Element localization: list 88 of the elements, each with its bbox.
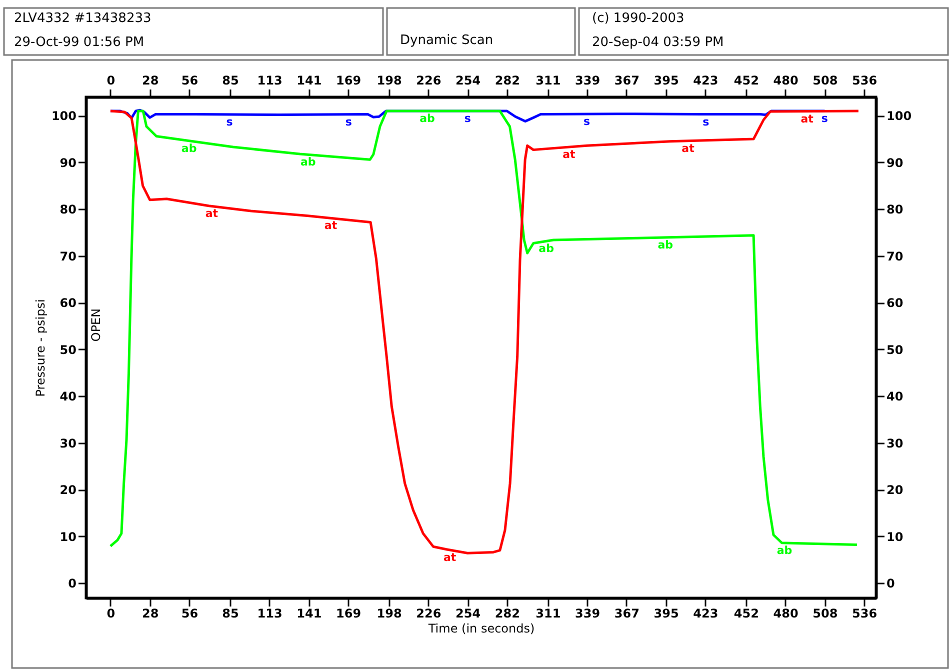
x-tick-label: 339: [575, 606, 600, 620]
x2-tick-label: 85: [222, 74, 239, 88]
text: at: [324, 219, 338, 232]
text: ab: [420, 112, 435, 126]
x-tick-label: 480: [773, 606, 798, 620]
y-tick-label: 90: [60, 156, 76, 170]
x2-tick-label: 28: [142, 74, 159, 88]
x2-tick-label: 367: [614, 74, 640, 88]
y-tick-label: 30: [60, 436, 76, 450]
x2-tick-label: 423: [693, 74, 718, 88]
x2-tick-label: 311: [536, 74, 561, 88]
y2-tick-label: 20: [886, 483, 904, 498]
x-axis-title: Time (in seconds): [427, 622, 535, 636]
x2-tick-label: 226: [416, 74, 442, 88]
y2-tick-label: 0: [886, 576, 895, 591]
text: Dynamic Scan: [400, 33, 494, 48]
x2-tick-label: 480: [773, 74, 798, 88]
y-tick-label: 100: [51, 109, 76, 124]
text: at: [682, 142, 694, 155]
text: s: [702, 115, 710, 128]
y-tick-label: 10: [60, 530, 76, 544]
text: at: [205, 207, 218, 220]
x2-tick-label: 508: [812, 74, 838, 88]
y-tick-label: 50: [60, 342, 76, 357]
text: s: [464, 112, 471, 126]
x2-tick-label: 141: [296, 74, 322, 88]
text: 20-Sep-04 03:59 PM: [592, 35, 724, 50]
chart-subtitle: 29-Oct-99 01:56 PM: [14, 35, 144, 50]
x2-tick-label: 169: [336, 74, 362, 88]
x-tick-label: 395: [654, 606, 679, 620]
y-tick-label: 0: [68, 576, 76, 591]
y2-tick-label: 50: [886, 342, 904, 357]
x-tick-label: 0: [106, 606, 116, 620]
y2-tick-label: 40: [886, 390, 904, 404]
x-tick-label: 198: [376, 606, 402, 620]
text: s: [821, 112, 828, 126]
y2-tick-label: 90: [886, 156, 904, 170]
y2-tick-label: 100: [886, 109, 912, 124]
text: ab: [776, 544, 792, 557]
text: s: [226, 115, 233, 128]
y-tick-label: 60: [60, 296, 76, 310]
text: ab: [300, 156, 316, 169]
annotation: OPEN: [89, 308, 103, 342]
x-tick-label: 452: [734, 606, 759, 620]
x-tick-label: 56: [181, 606, 198, 620]
y2-tick-label: 70: [886, 249, 904, 264]
x-tick-label: 28: [142, 606, 159, 620]
x2-tick-label: 56: [181, 74, 198, 88]
y-axis-title: Pressure - psipsi: [33, 299, 48, 397]
series-label: ab: [181, 142, 197, 155]
text: ab: [658, 238, 674, 252]
text: at: [562, 148, 576, 162]
x2-tick-label: 282: [494, 74, 520, 88]
y-tick-label: 70: [60, 249, 76, 264]
y2-tick-label: 30: [886, 436, 904, 450]
x-tick-label: 423: [693, 606, 718, 620]
y2-tick-label: 60: [886, 296, 904, 310]
x-tick-label: 169: [336, 606, 362, 620]
series-label: at: [444, 550, 456, 564]
x-tick-label: 85: [222, 606, 239, 620]
x2-tick-label: 0: [106, 74, 116, 88]
x-tick-label: 254: [456, 606, 481, 620]
x-tick-label: 141: [296, 606, 322, 620]
x-tick-label: 367: [614, 606, 640, 620]
chart-title: 2LV4332 #13438233: [14, 11, 152, 26]
y2-tick-label: 10: [886, 530, 904, 544]
x-tick-label: 282: [494, 606, 520, 620]
series-label: s: [584, 115, 591, 128]
y2-tick-label: 80: [886, 202, 904, 217]
text: at: [800, 112, 814, 126]
y-tick-label: 40: [60, 390, 76, 404]
x2-tick-label: 452: [734, 74, 759, 88]
x-tick-label: 113: [257, 606, 282, 620]
text: (c) 1990-2003: [592, 11, 684, 26]
x-tick-label: 226: [416, 606, 442, 620]
x2-tick-label: 254: [456, 74, 481, 88]
x2-tick-label: 339: [575, 74, 600, 88]
x2-tick-label: 395: [654, 74, 679, 88]
x-tick-label: 311: [536, 606, 561, 620]
x-tick-label: 508: [812, 606, 838, 620]
x2-tick-label: 198: [376, 74, 402, 88]
text: ab: [538, 242, 554, 256]
x2-tick-label: 536: [852, 74, 878, 88]
y-tick-label: 20: [60, 483, 76, 498]
x-tick-label: 536: [852, 606, 878, 620]
y-tick-label: 80: [60, 202, 76, 217]
x2-tick-label: 113: [257, 74, 282, 88]
text: s: [345, 115, 352, 128]
